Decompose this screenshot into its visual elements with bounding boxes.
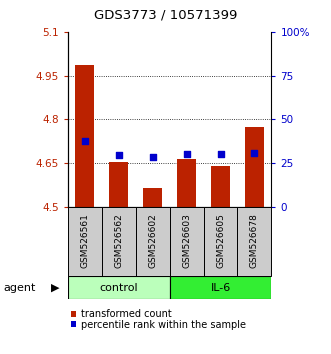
Bar xyxy=(68,276,169,299)
Text: agent: agent xyxy=(3,282,36,293)
Text: transformed count: transformed count xyxy=(81,309,172,319)
Text: GSM526603: GSM526603 xyxy=(182,213,191,268)
Point xyxy=(82,138,87,144)
Bar xyxy=(136,207,169,276)
Bar xyxy=(169,276,271,299)
Text: GSM526561: GSM526561 xyxy=(80,213,89,268)
Point xyxy=(150,154,155,160)
Text: GSM526562: GSM526562 xyxy=(114,213,123,268)
Bar xyxy=(110,162,128,207)
Bar xyxy=(102,207,136,276)
Text: ▶: ▶ xyxy=(51,282,60,293)
Text: IL-6: IL-6 xyxy=(211,282,231,293)
Point xyxy=(218,151,223,156)
Bar xyxy=(211,166,230,207)
Point xyxy=(184,151,189,156)
Text: GDS3773 / 10571399: GDS3773 / 10571399 xyxy=(94,9,237,22)
Bar xyxy=(75,65,94,207)
Bar xyxy=(169,207,204,276)
Bar xyxy=(177,159,196,207)
Bar xyxy=(237,207,271,276)
Bar xyxy=(68,207,102,276)
Text: GSM526605: GSM526605 xyxy=(216,213,225,268)
Point xyxy=(252,150,257,156)
Text: control: control xyxy=(99,282,138,293)
Text: GSM526678: GSM526678 xyxy=(250,213,259,268)
Text: percentile rank within the sample: percentile rank within the sample xyxy=(81,320,246,330)
Bar xyxy=(143,188,162,207)
Point xyxy=(116,152,121,157)
Text: GSM526602: GSM526602 xyxy=(148,213,157,268)
Bar xyxy=(204,207,237,276)
Bar xyxy=(245,127,264,207)
